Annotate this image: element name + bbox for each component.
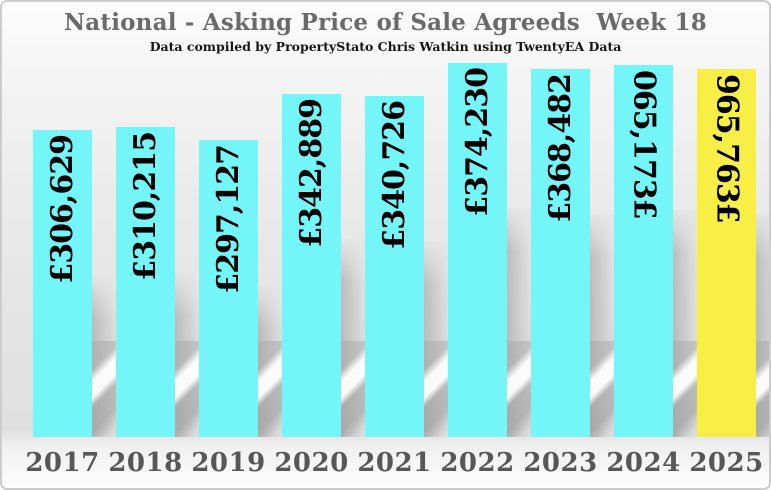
bar-cell-2017: £306,629: [33, 130, 117, 437]
x-tick-2025: 2025: [689, 448, 764, 478]
bar-cell-2023: £368,482: [531, 68, 615, 437]
bar-2019: £297,127: [199, 139, 258, 437]
bar-2025: 965,763£: [697, 69, 756, 437]
bar-shadow: [590, 213, 615, 437]
x-tick-2017: 2017: [25, 448, 100, 478]
chart-subtitle: Data compiled by PropertyStato Chris Wat…: [149, 39, 622, 54]
x-tick-2019: 2019: [191, 448, 266, 478]
x-tick-2023: 2023: [523, 448, 598, 478]
bar-value-label: £340,726: [376, 101, 412, 250]
bar-cell-2018: £310,215: [116, 126, 200, 437]
bar-value-label: £306,629: [44, 135, 80, 284]
bar-2022: £374,230: [448, 62, 507, 437]
bar-cell-2020: £342,889: [282, 94, 366, 437]
bar-value-label: 065,173£: [626, 70, 662, 219]
bar-cell-2021: £340,726: [365, 96, 449, 437]
bar-shadow: [507, 207, 532, 437]
bar-2018: £310,215: [116, 126, 175, 437]
bar-cell-2019: £297,127: [199, 139, 283, 437]
bar-value-label: £374,230: [459, 67, 495, 217]
bar-value-label: 965,763£: [709, 74, 745, 223]
bar-cell-2025: 965,763£: [697, 69, 769, 437]
x-axis: 2017 2018 2019 2020 2021 2022 2023 2024 2025: [25, 448, 764, 478]
x-tick-2024: 2024: [606, 448, 681, 478]
chart-title: National - Asking Price of Sale Agreeds …: [64, 9, 707, 36]
bar-value-label: £310,215: [127, 131, 163, 281]
bar-shadow: [175, 271, 200, 437]
bar-shadow: [673, 210, 698, 437]
bar-2020: £342,889: [282, 94, 341, 437]
bar-2023: £368,482: [531, 68, 590, 437]
x-tick-2020: 2020: [274, 448, 349, 478]
x-tick-2021: 2021: [357, 448, 432, 478]
bars-row: £306,629 £310,215 £297,127 £342,889 £340,726…: [33, 62, 769, 437]
bar-value-label: £297,127: [210, 144, 246, 294]
bar-cell-2024: 065,173£: [614, 65, 698, 437]
bar-2024: 065,173£: [614, 65, 673, 437]
bar-shadow: [424, 241, 449, 437]
bar-shadow: [756, 214, 769, 437]
plot-area: £306,629 £310,215 £297,127 £342,889 £340,726…: [2, 2, 769, 437]
bar-shadow: [258, 284, 283, 437]
bar-shadow: [92, 275, 117, 437]
x-tick-2022: 2022: [440, 448, 515, 478]
bar-value-label: £368,482: [542, 73, 578, 223]
bar-2017: £306,629: [33, 130, 92, 437]
x-tick-2018: 2018: [108, 448, 183, 478]
bar-value-label: £342,889: [293, 99, 329, 248]
bar-cell-2022: £374,230: [448, 62, 532, 437]
bar-2021: £340,726: [365, 96, 424, 437]
bar-shadow: [341, 239, 366, 437]
